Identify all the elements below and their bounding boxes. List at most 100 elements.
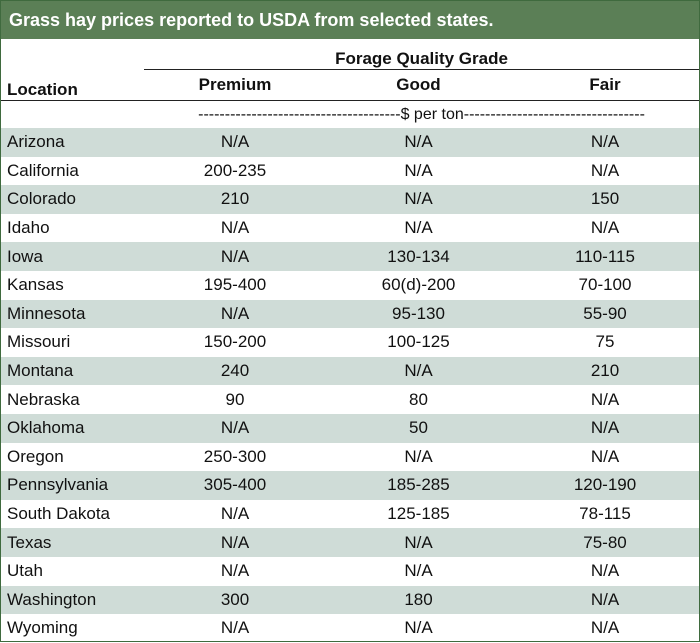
location-cell: Texas — [1, 528, 144, 557]
good-price-cell: 125-185 — [387, 504, 450, 524]
good-price-cell: N/A — [404, 218, 433, 238]
premium-price-cell: N/A — [220, 618, 250, 638]
good-price-cell: 185-285 — [326, 471, 511, 500]
premium-price-cell: N/A — [144, 242, 326, 271]
good-price-cell: 180 — [326, 585, 511, 615]
premium-price-cell: N/A — [144, 128, 326, 157]
table-row: Oklahoma N/A 50 N/A — [1, 413, 700, 443]
good-price-cell: N/A — [404, 618, 433, 638]
fair-price-cell: N/A — [511, 128, 700, 157]
column-header-row: Location Premium Good Fair — [1, 70, 700, 101]
location-cell: Arizona — [1, 128, 144, 157]
location-cell: Oregon — [7, 446, 64, 466]
location-column-header: Location — [7, 80, 78, 99]
table-row: Utah N/A N/A N/A — [1, 557, 699, 586]
good-price-cell: 130-134 — [326, 242, 511, 271]
good-price-cell: N/A — [326, 356, 511, 386]
fair-price-cell: 210 — [511, 356, 700, 386]
table-row: Colorado 210 N/A 150 — [1, 185, 700, 214]
location-cell: Idaho — [7, 218, 50, 238]
table-row: Arizona N/A N/A N/A — [1, 128, 700, 157]
premium-price-cell: 90 — [225, 389, 245, 409]
fair-price-cell: N/A — [590, 446, 620, 466]
unit-row: --------------------------------------$ … — [1, 101, 699, 129]
location-cell: Pennsylvania — [1, 471, 144, 500]
premium-column-header: Premium — [198, 75, 272, 94]
fair-price-cell: N/A — [590, 389, 620, 409]
group-header-row: Forage Quality Grade — [1, 39, 700, 70]
table-row: Wyoming N/A N/A N/A — [1, 614, 699, 643]
premium-price-cell: 195-400 — [203, 275, 267, 295]
table-body: --------------------------------------$ … — [1, 101, 700, 643]
premium-price-cell: 150-200 — [203, 332, 267, 352]
location-cell: Nebraska — [7, 389, 80, 409]
fair-price-cell: 75-80 — [511, 528, 700, 557]
premium-price-cell: N/A — [144, 299, 326, 329]
premium-price-cell: N/A — [220, 561, 250, 581]
table-row: Missouri 150-200 100-125 75 — [1, 328, 699, 357]
location-cell: Utah — [7, 561, 43, 581]
good-price-cell: 60(d)-200 — [381, 275, 456, 295]
fair-price-cell: N/A — [590, 218, 620, 238]
location-cell: South Dakota — [7, 504, 111, 524]
location-cell: Minnesota — [1, 299, 144, 329]
premium-price-cell: N/A — [144, 413, 326, 443]
premium-price-cell: 240 — [144, 356, 326, 386]
location-cell: Montana — [1, 356, 144, 386]
table-row: California 200-235 N/A N/A — [1, 157, 699, 186]
table-title: Grass hay prices reported to USDA from s… — [1, 1, 699, 39]
premium-price-cell: 200-235 — [203, 160, 267, 180]
good-column-header: Good — [396, 75, 441, 94]
fair-price-cell: 70-100 — [578, 275, 632, 295]
fair-price-cell: 150 — [511, 185, 700, 214]
location-cell: Washington — [1, 585, 144, 615]
premium-price-cell: 210 — [144, 185, 326, 214]
location-cell: Colorado — [1, 185, 144, 214]
table-row: Nebraska 90 80 N/A — [1, 385, 699, 414]
good-price-cell: 80 — [409, 389, 428, 409]
good-price-cell: 50 — [326, 413, 511, 443]
table-row: Oregon 250-300 N/A N/A — [1, 443, 699, 472]
location-cell: Missouri — [7, 332, 71, 352]
fair-price-cell: 75 — [595, 332, 615, 352]
fair-price-cell: N/A — [590, 618, 620, 638]
fair-column-header: Fair — [589, 75, 621, 94]
unit-spacer — [1, 101, 144, 129]
table-row: Texas N/A N/A 75-80 — [1, 528, 700, 557]
fair-price-cell: N/A — [590, 561, 620, 581]
good-price-cell: N/A — [326, 128, 511, 157]
premium-price-cell: N/A — [220, 218, 250, 238]
premium-price-cell: 305-400 — [144, 471, 326, 500]
table-row: Kansas 195-400 60(d)-200 70-100 — [1, 271, 699, 300]
fair-price-cell: N/A — [590, 160, 620, 180]
forage-quality-grade-header: Forage Quality Grade — [144, 39, 700, 70]
premium-price-cell: N/A — [144, 528, 326, 557]
table-row: Montana 240 N/A 210 — [1, 356, 700, 386]
fair-price-cell: N/A — [511, 585, 700, 615]
fair-price-cell: N/A — [511, 413, 700, 443]
fair-price-cell: 78-115 — [579, 504, 631, 524]
premium-price-cell: N/A — [220, 504, 250, 524]
price-table: Forage Quality Grade Location Premium Go… — [1, 39, 700, 643]
table-row: Iowa N/A 130-134 110-115 — [1, 242, 700, 271]
fair-price-cell: 55-90 — [511, 299, 700, 329]
premium-price-cell: 300 — [144, 585, 326, 615]
table-row: South Dakota N/A 125-185 78-115 — [1, 500, 699, 529]
location-cell: Wyoming — [7, 618, 78, 638]
location-cell: California — [7, 160, 79, 180]
good-price-cell: N/A — [326, 185, 511, 214]
table-row: Pennsylvania 305-400 185-285 120-190 — [1, 471, 700, 500]
group-header-spacer — [1, 39, 144, 70]
good-price-cell: N/A — [404, 160, 433, 180]
fair-price-cell: 120-190 — [511, 471, 700, 500]
good-price-cell: N/A — [404, 561, 433, 581]
good-price-cell: N/A — [404, 446, 433, 466]
location-cell: Iowa — [1, 242, 144, 271]
good-price-cell: 100-125 — [387, 332, 450, 352]
premium-price-cell: 250-300 — [203, 446, 267, 466]
good-price-cell: 95-130 — [326, 299, 511, 329]
location-cell: Kansas — [7, 275, 64, 295]
unit-label: --------------------------------------$ … — [198, 105, 645, 123]
table-row: Idaho N/A N/A N/A — [1, 214, 699, 243]
